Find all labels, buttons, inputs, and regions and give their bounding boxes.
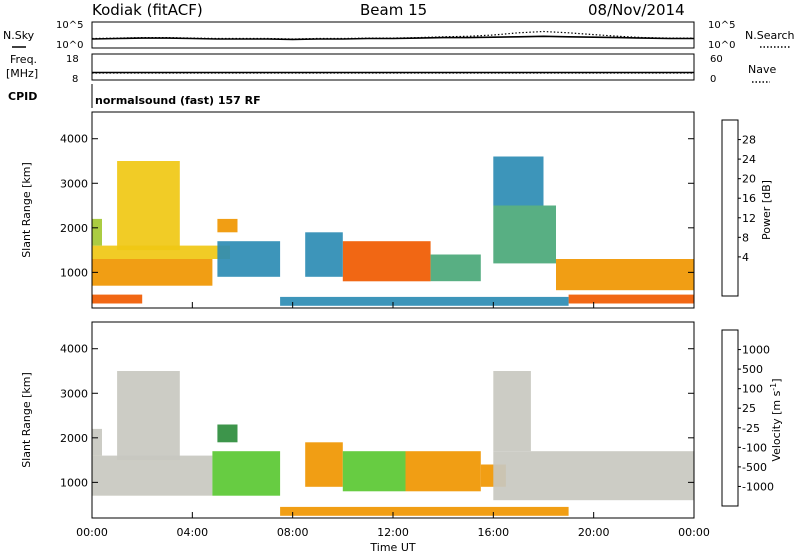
freq-strip-frame (91, 53, 695, 81)
freq-label-line2: [MHz] (6, 67, 38, 80)
time-tick-label-5: 20:00 (578, 526, 610, 539)
time-axis-label: Time UT (369, 541, 415, 554)
velocity-panel-region-7 (405, 451, 481, 492)
freq-label-line1: Freq. (10, 53, 37, 66)
velocity-panel-region-0 (92, 455, 213, 496)
velocity-panel-region-10 (493, 371, 531, 452)
power-panel-region-13 (568, 294, 694, 304)
power-colorbar-label: Power [dB] (760, 180, 773, 240)
velocity-yticks-label-2: 3000 (60, 387, 88, 400)
noise-lines (91, 30, 694, 41)
freq-ytick-bottom-right: 0 (710, 74, 716, 85)
velocity-ylabel: Slant Range [km] (20, 372, 33, 468)
time-tick-label-6: 00:00 (678, 526, 710, 539)
station-title: Kodiak (fitACF) (92, 1, 203, 19)
power-colorbar-tick-label-5: 8 (742, 231, 749, 244)
power-panel-region-4 (217, 241, 281, 277)
cpid-label: CPID (8, 90, 37, 103)
velocity-yticks-label-0: 1000 (60, 476, 88, 489)
velocity-yticks-label-1: 2000 (60, 432, 88, 445)
time-tick-label-2: 08:00 (277, 526, 309, 539)
nsky-label: N.Sky (3, 29, 35, 42)
power-panel-region-0 (92, 259, 213, 286)
power-colorbar-tick-label-2: 20 (742, 173, 756, 186)
time-tick-label-4: 16:00 (477, 526, 509, 539)
freq-ytick-top-right: 60 (710, 54, 723, 65)
beam-title: Beam 15 (360, 1, 427, 19)
noise-ytick-bottom-left: 10^0 (56, 40, 83, 51)
time-tick-label-1: 04:00 (176, 526, 208, 539)
power-panel-region-14 (280, 296, 569, 306)
power-yticks-label-2: 3000 (60, 177, 88, 190)
power-panel-region-6 (342, 241, 431, 282)
freq-ytick-bottom-left: 8 (72, 74, 78, 85)
nave-label: Nave (748, 63, 776, 76)
velocity-colorbar-frame (721, 329, 739, 507)
power-yticks: 1000 2000 3000 4000 (60, 133, 694, 279)
power-yticks-label-0: 1000 (60, 266, 88, 279)
velocity-colorbar-tick-label-1: 500 (742, 363, 763, 376)
noise-ytick-bottom-right: 10^0 (708, 40, 735, 51)
velocity-panel-region-4 (212, 451, 281, 496)
power-panel-region-5 (217, 218, 238, 233)
power-colorbar-tick-label-0: 28 (742, 134, 756, 147)
power-panel (92, 156, 694, 306)
velocity-yticks-label-3: 4000 (60, 343, 88, 356)
velocity-colorbar-tick-label-3: 25 (742, 402, 756, 415)
power-colorbar-tick-label-1: 24 (742, 153, 756, 166)
time-tick-label-0: 00:00 (76, 526, 108, 539)
velocity-colorbar-tick-label-0: 1000 (742, 344, 770, 357)
velocity-panel-region-5 (305, 442, 343, 487)
velocity-panel-region-2 (117, 371, 180, 461)
power-colorbar-tick-label-6: 4 (742, 251, 749, 264)
power-panel-region-3 (117, 161, 180, 251)
power-panel-region-2 (92, 218, 102, 246)
velocity-panel (92, 371, 694, 516)
velocity-panel-region-9 (493, 451, 694, 501)
velocity-panel-region-3 (217, 424, 238, 443)
power-colorbar: 28 24 20 16 12 8 4 (721, 119, 756, 297)
power-panel-region-8 (305, 232, 343, 277)
power-panel-region-10 (556, 259, 694, 291)
velocity-colorbar-label: Velocity [m s-1] (769, 378, 784, 461)
noise-ytick-top-right: 10^5 (708, 20, 735, 31)
power-panel-region-9 (493, 205, 556, 264)
power-panel-region-12 (92, 294, 143, 304)
velocity-colorbar-tick-label-2: 100 (742, 383, 763, 396)
velocity-panel-region-11 (280, 506, 569, 516)
power-yticks-label-3: 4000 (60, 133, 88, 146)
noise-strip-frame (91, 21, 695, 49)
noise-ytick-top-left: 10^5 (56, 20, 83, 31)
power-colorbar-tick-label-3: 16 (742, 192, 756, 205)
velocity-colorbar-tick-label-4: -25 (742, 422, 760, 435)
velocity-yticks: 1000 2000 3000 4000 (60, 343, 694, 489)
power-colorbar-tick-label-4: 12 (742, 212, 756, 225)
velocity-colorbar-tick-label-5: -100 (742, 441, 767, 454)
time-axis: 00:00 04:00 08:00 12:00 16:00 20:00 00:00 (76, 302, 710, 539)
cpid-value: normalsound (fast) 157 RF (95, 94, 261, 107)
time-tick-label-3: 12:00 (377, 526, 409, 539)
power-colorbar-frame (721, 119, 739, 297)
velocity-colorbar-tick-label-7: -1000 (742, 480, 774, 493)
date-title: 08/Nov/2014 (588, 1, 685, 19)
power-panel-region-11 (493, 156, 544, 206)
velocity-panel-region-1 (92, 428, 102, 456)
velocity-colorbar: 1000 500 100 25 -25 -100 -500 -1000 (721, 329, 774, 507)
noise-series-1 (91, 30, 694, 40)
velocity-panel-region-6 (342, 451, 406, 492)
velocity-colorbar-tick-label-6: -500 (742, 461, 767, 474)
freq-ytick-top-left: 18 (66, 54, 79, 65)
power-ylabel: Slant Range [km] (20, 162, 33, 258)
power-yticks-label-1: 2000 (60, 222, 88, 235)
nsearch-label: N.Search (745, 29, 795, 42)
power-panel-region-7 (430, 254, 481, 282)
